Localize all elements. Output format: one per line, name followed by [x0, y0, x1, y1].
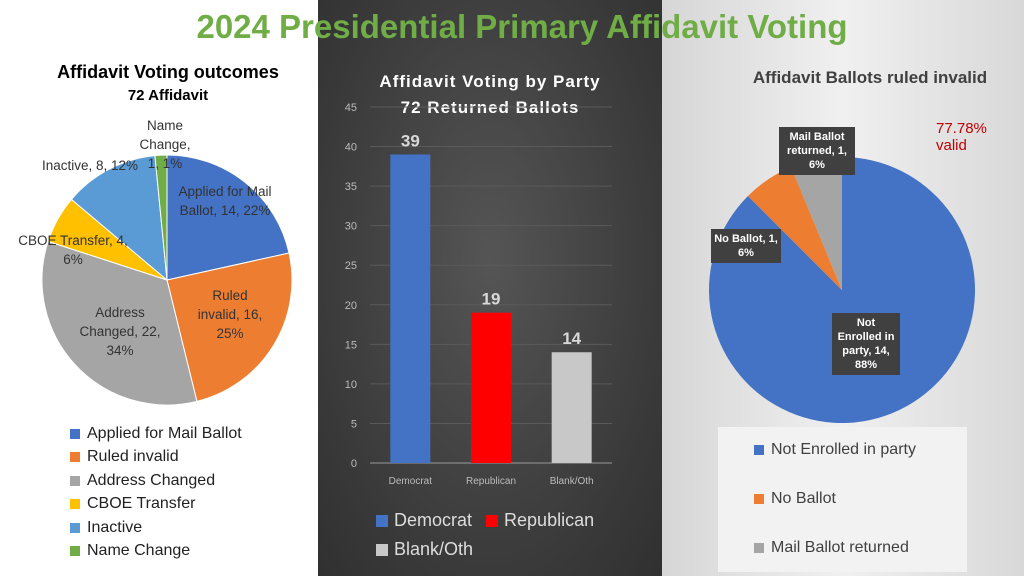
legend-item: Republican — [486, 510, 594, 531]
legend-label: Democrat — [394, 510, 473, 530]
legend-label: Not Enrolled in party — [771, 441, 916, 458]
legend-label: CBOE Transfer — [87, 495, 196, 513]
legend-swatch — [70, 428, 80, 439]
legend-swatch — [70, 522, 80, 533]
pie1-legend: Applied for Mail Ballot Ruled invalid Addr… — [70, 422, 242, 563]
bar-value-label: 14 — [562, 329, 581, 348]
legend-label: Applied for Mail Ballot — [87, 424, 242, 442]
x-tick-label: Republican — [466, 476, 516, 487]
legend-item: Ruled invalid — [70, 446, 242, 470]
legend-swatch — [754, 543, 764, 553]
pie1-slice-name-change — [154, 154, 168, 281]
y-tick-label: 0 — [351, 458, 357, 470]
legend-item: CBOE Transfer — [70, 493, 242, 517]
pie1-slice-address-changed — [41, 240, 198, 406]
pie2-title: Affidavit Ballots ruled invalid — [752, 68, 988, 87]
legend-label: Name Change — [87, 542, 191, 560]
y-tick-label: 35 — [345, 181, 357, 193]
legend-label: Blank/Oth — [394, 539, 474, 559]
pie1-slice-applied-for-mail-ballot — [166, 154, 290, 281]
pie1-data-label: Name Change, 1, 1% — [139, 118, 191, 171]
y-tick-label: 25 — [345, 260, 357, 272]
y-tick-label: 5 — [351, 418, 357, 430]
bar-republican — [471, 312, 511, 463]
legend-label: Address Changed — [87, 471, 216, 489]
legend-item: Address Changed — [70, 469, 242, 493]
legend-swatch — [70, 475, 80, 486]
legend-swatch — [376, 543, 388, 556]
pie2-data-label: Not Enrolled in party, 14, 88% — [832, 313, 900, 375]
y-tick-label: 30 — [345, 221, 357, 233]
bar-value-label: 39 — [401, 131, 420, 150]
x-tick-label: Democrat — [389, 476, 433, 487]
y-tick-label: 15 — [345, 339, 357, 351]
x-tick-label: Blank/Oth — [550, 476, 594, 487]
main-title: 2024 Presidential Primary Affidavit Voti… — [196, 8, 848, 45]
pie1-subtitle: 72 Affidavit — [127, 87, 209, 104]
y-tick-label: 45 — [345, 102, 357, 114]
legend-label: No Ballot — [771, 490, 836, 507]
legend-swatch — [486, 514, 499, 527]
bar-blank-oth — [551, 352, 592, 463]
pie2-legend: Not Enrolled in party No Ballot Mail Ballo… — [718, 427, 967, 572]
legend-label: Inactive — [87, 518, 143, 536]
legend-label: Republican — [504, 510, 595, 530]
pie2-slice-mail-ballot-returned — [791, 157, 842, 290]
legend-item: Democrat — [376, 510, 472, 531]
pie1-data-label: Applied for Mail Ballot, 14, 22% — [178, 184, 272, 218]
pie1-title: Affidavit Voting outcomes — [57, 62, 279, 82]
pie2-data-label: No Ballot, 1, 6% — [711, 229, 781, 263]
pie2-data-label: Mail Ballot returned, 1, 6% — [779, 127, 855, 175]
bar-value-label: 19 — [482, 290, 501, 309]
pie1-data-label: Address Changed, 22, 34% — [79, 305, 161, 358]
legend-swatch — [754, 445, 764, 455]
pie1-data-label: Ruled invalid, 16, 25% — [197, 288, 263, 341]
legend-item: Applied for Mail Ballot — [70, 422, 242, 446]
legend-swatch — [70, 499, 80, 510]
valid-annotation: 77.78% valid — [936, 120, 987, 154]
legend-swatch — [70, 452, 80, 463]
pie1-slice-ruled-invalid — [166, 252, 293, 402]
legend-item: Inactive — [70, 516, 242, 540]
legend-label: Mail Ballot returned — [771, 539, 909, 556]
y-tick-label: 10 — [345, 379, 357, 391]
legend-item: Not Enrolled in party — [754, 441, 916, 459]
legend-swatch — [376, 514, 388, 527]
bar-democrat — [390, 154, 431, 463]
pie1-data-label: Inactive, 8, 12% — [41, 158, 139, 173]
bar-legend: Democrat Republican Blank/Oth — [376, 510, 636, 560]
party-panel — [318, 0, 662, 576]
legend-item: No Ballot — [754, 490, 836, 508]
pie1-data-label: CBOE Transfer, 4, 6% — [18, 233, 128, 267]
y-tick-label: 40 — [345, 142, 357, 154]
pie2-slice-no-ballot — [747, 167, 842, 290]
legend-item: Name Change — [70, 540, 242, 564]
y-tick-label: 20 — [345, 300, 357, 312]
legend-swatch — [70, 546, 80, 557]
bar-title: Affidavit Voting by Party — [379, 72, 601, 91]
legend-item: Blank/Oth — [376, 539, 473, 560]
pie1-slice-inactive — [70, 155, 168, 282]
legend-swatch — [754, 494, 764, 504]
legend-label: Ruled invalid — [87, 448, 179, 466]
legend-item: Mail Ballot returned — [754, 539, 909, 557]
